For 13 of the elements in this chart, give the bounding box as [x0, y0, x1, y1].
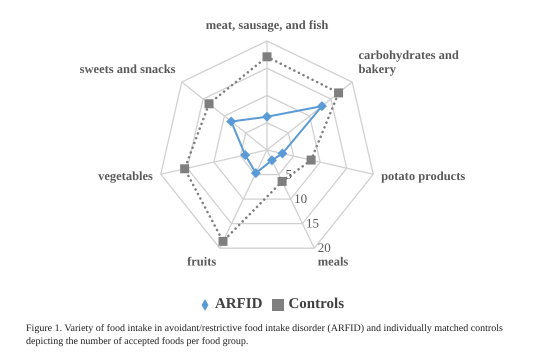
y-tick-label: 10 [294, 191, 308, 206]
spoke-label: fruits [187, 254, 216, 268]
spoke-label: carbohydrates and bakery [358, 48, 459, 76]
spoke-label: potato products [381, 169, 466, 184]
legend-label: Controls [288, 296, 344, 312]
spoke-label: sweets and snacks [80, 62, 176, 76]
legend-label: ARFID [214, 296, 262, 312]
spoke-label: vegetables [98, 169, 154, 184]
spoke-label: meals [318, 254, 348, 268]
caption: Figure 1. Variety of food intake in avoidant/restrictive food intake disorder (ARFID) and individually matched controls depicting the number of accepted foods per food group. [26, 322, 504, 348]
y-tick-label: 15 [306, 216, 319, 231]
y-tick-label: 20 [318, 240, 331, 256]
spoke-label: meat, sausage, and fish [206, 18, 328, 32]
